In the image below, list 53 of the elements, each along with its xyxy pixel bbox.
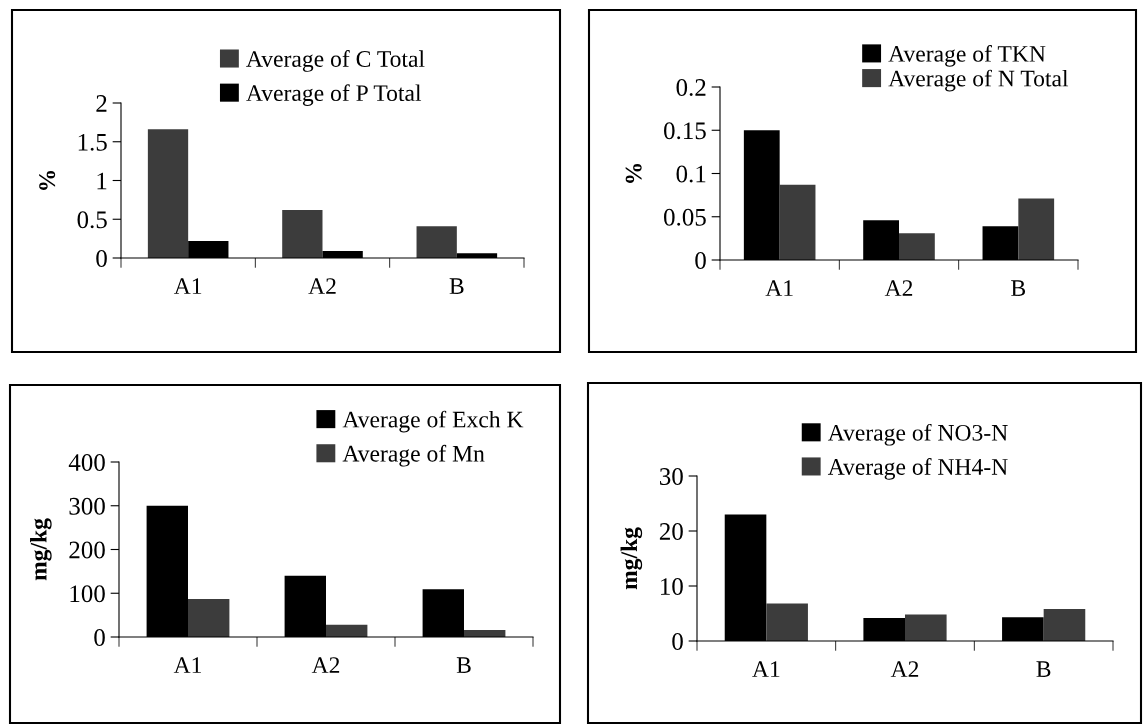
bar — [1043, 609, 1086, 641]
x-tick-label: A2 — [308, 278, 336, 294]
y-tick-label: 30 — [660, 468, 683, 485]
bar — [416, 226, 457, 258]
y-tick-label: 400 — [68, 454, 105, 471]
y-tick-label: 0 — [96, 250, 107, 267]
x-tick-label: A2 — [890, 661, 919, 677]
y-axis-title: mg/kg — [30, 518, 52, 581]
y-axis-title: % — [625, 163, 642, 183]
bar — [899, 233, 935, 260]
legend-label: Average of Mn — [342, 444, 485, 467]
y-tick-label: 200 — [69, 541, 105, 559]
bar — [188, 598, 230, 637]
legend-label: Average of NH4-N — [827, 458, 1008, 480]
legend-label: Average of N Total — [888, 69, 1069, 92]
x-tick-label: B — [449, 278, 464, 294]
y-axis-title: mg/kg — [620, 527, 643, 590]
y-tick-label: 0 — [94, 629, 105, 646]
y-tick-label: 1 — [97, 172, 107, 190]
legend-label: Average of Exch K — [342, 410, 524, 433]
legend-label: Average of TKN — [888, 44, 1046, 67]
y-tick-label: 2 — [96, 95, 107, 112]
y-tick-label: 0 — [695, 252, 706, 269]
bar — [766, 603, 808, 641]
legend-label: Average of P Total — [246, 84, 422, 106]
y-tick-label: 300 — [69, 497, 105, 515]
y-tick-label: 0.1 — [676, 165, 706, 183]
x-tick-label: A1 — [765, 280, 793, 296]
y-tick-label: 0.2 — [676, 79, 706, 97]
y-tick-label: 10 — [661, 578, 683, 595]
x-tick-label: A2 — [884, 280, 913, 296]
x-tick-label: B — [1036, 661, 1051, 677]
y-tick-label: 0.15 — [664, 122, 706, 140]
y-tick-label: 0.05 — [664, 208, 706, 226]
legend-label: Average of NO3-N — [827, 423, 1008, 446]
y-tick-label: 0 — [672, 633, 683, 650]
y-axis-title: % — [39, 170, 56, 190]
x-tick-label: B — [456, 657, 471, 673]
y-tick-label: 100 — [70, 585, 105, 603]
bar — [779, 184, 816, 260]
y-tick-label: 20 — [659, 523, 683, 540]
y-tick-label: 1.5 — [78, 133, 107, 151]
bar — [282, 209, 323, 258]
bar — [1018, 198, 1055, 260]
x-tick-label: B — [1011, 280, 1026, 296]
x-tick-label: A1 — [173, 278, 202, 294]
legend-label: Average of C Total — [246, 50, 425, 72]
x-tick-label: A1 — [173, 657, 202, 673]
bar — [905, 614, 947, 641]
y-tick-label: 0.5 — [77, 211, 107, 229]
x-tick-label: A1 — [752, 661, 780, 677]
x-tick-label: A2 — [311, 657, 340, 673]
bar — [147, 129, 189, 258]
